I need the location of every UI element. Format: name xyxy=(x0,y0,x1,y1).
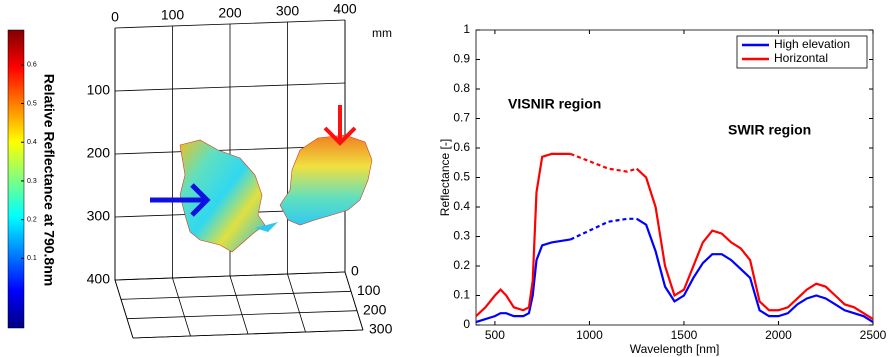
x-axis-label: Wavelength [nm] xyxy=(630,342,720,356)
y-tick-label: 400 xyxy=(87,271,111,287)
colorbar xyxy=(8,30,24,328)
y-tick-label: 0 xyxy=(463,317,470,331)
y-tick-label: 0.5 xyxy=(453,170,470,184)
colorbar-tick-label: 0.2 xyxy=(27,216,37,223)
z-tick-label: 300 xyxy=(369,321,393,337)
colorbar-tick-label: 0.1 xyxy=(27,255,37,262)
y-axis-label: Reflectance [-] xyxy=(438,139,452,216)
x-grid-line-floor xyxy=(173,278,191,336)
y-tick-label: 100 xyxy=(87,82,111,98)
colorbar-tick-label: 0.4 xyxy=(27,139,37,146)
leaf-right xyxy=(280,135,372,225)
annotation: VISNIR region xyxy=(508,96,601,112)
y-tick-label: 1 xyxy=(463,22,470,36)
y-tick-label: 0.4 xyxy=(453,199,470,213)
plot-area xyxy=(476,30,873,325)
x-tick-label: 400 xyxy=(333,1,357,17)
leaf-left xyxy=(180,140,265,252)
z-tick-label: 200 xyxy=(363,301,387,317)
blue-arrow xyxy=(150,185,207,215)
y-tick-label: 0.6 xyxy=(453,140,470,154)
z-tick-label: 0 xyxy=(351,263,359,279)
x-tick-label: 2000 xyxy=(765,328,792,342)
x-tick-label: 2500 xyxy=(860,328,887,342)
legend-label: Horizontal xyxy=(774,51,828,65)
x-grid-line-floor xyxy=(288,274,306,332)
colorbar-label: Relative Reflectance at 790.8nm xyxy=(41,74,57,286)
x-tick-label: 500 xyxy=(485,328,505,342)
unit-label: mm xyxy=(372,26,392,40)
y-tick-label: 0.3 xyxy=(453,229,470,243)
y-tick-label: 300 xyxy=(87,208,111,224)
y-tick-label: 0.2 xyxy=(453,258,470,272)
colorbar-tick-label: 0.5 xyxy=(27,100,37,107)
y-tick-label: 200 xyxy=(87,145,111,161)
y-tick-label: 0.8 xyxy=(453,81,470,95)
x-tick-label: 300 xyxy=(276,3,300,19)
y-tick-label: 0.1 xyxy=(453,288,470,302)
y-tick-label: 0.7 xyxy=(453,111,470,125)
x-tick-label: 1000 xyxy=(576,328,603,342)
colorbar-tick-label: 0.3 xyxy=(27,178,37,185)
x-tick-label: 200 xyxy=(218,5,242,21)
x-grid-line-floor xyxy=(115,280,133,338)
z-grid-line xyxy=(121,291,351,299)
colorbar-tick-label: 0.6 xyxy=(27,62,37,69)
y-tick-label: 0.9 xyxy=(453,52,470,66)
z-grid-line xyxy=(133,330,363,338)
annotation: SWIR region xyxy=(728,122,811,138)
x-tick-label: 100 xyxy=(161,7,185,23)
x-tick-label: 1500 xyxy=(671,328,698,342)
page: 0 100 200 300 400 100 200 300 400 0 100 200 300 Rela… xyxy=(0,0,893,357)
z-tick-label: 100 xyxy=(357,282,381,298)
legend-label: High elevation xyxy=(774,37,850,51)
x-grid-line-floor xyxy=(345,272,363,330)
x-grid-line-floor xyxy=(230,276,248,334)
z-grid-line xyxy=(127,311,357,319)
figure: 0 100 200 300 400 100 200 300 400 0 100 200 300 Rela… xyxy=(0,0,893,357)
x-tick-label: 0 xyxy=(111,9,119,25)
